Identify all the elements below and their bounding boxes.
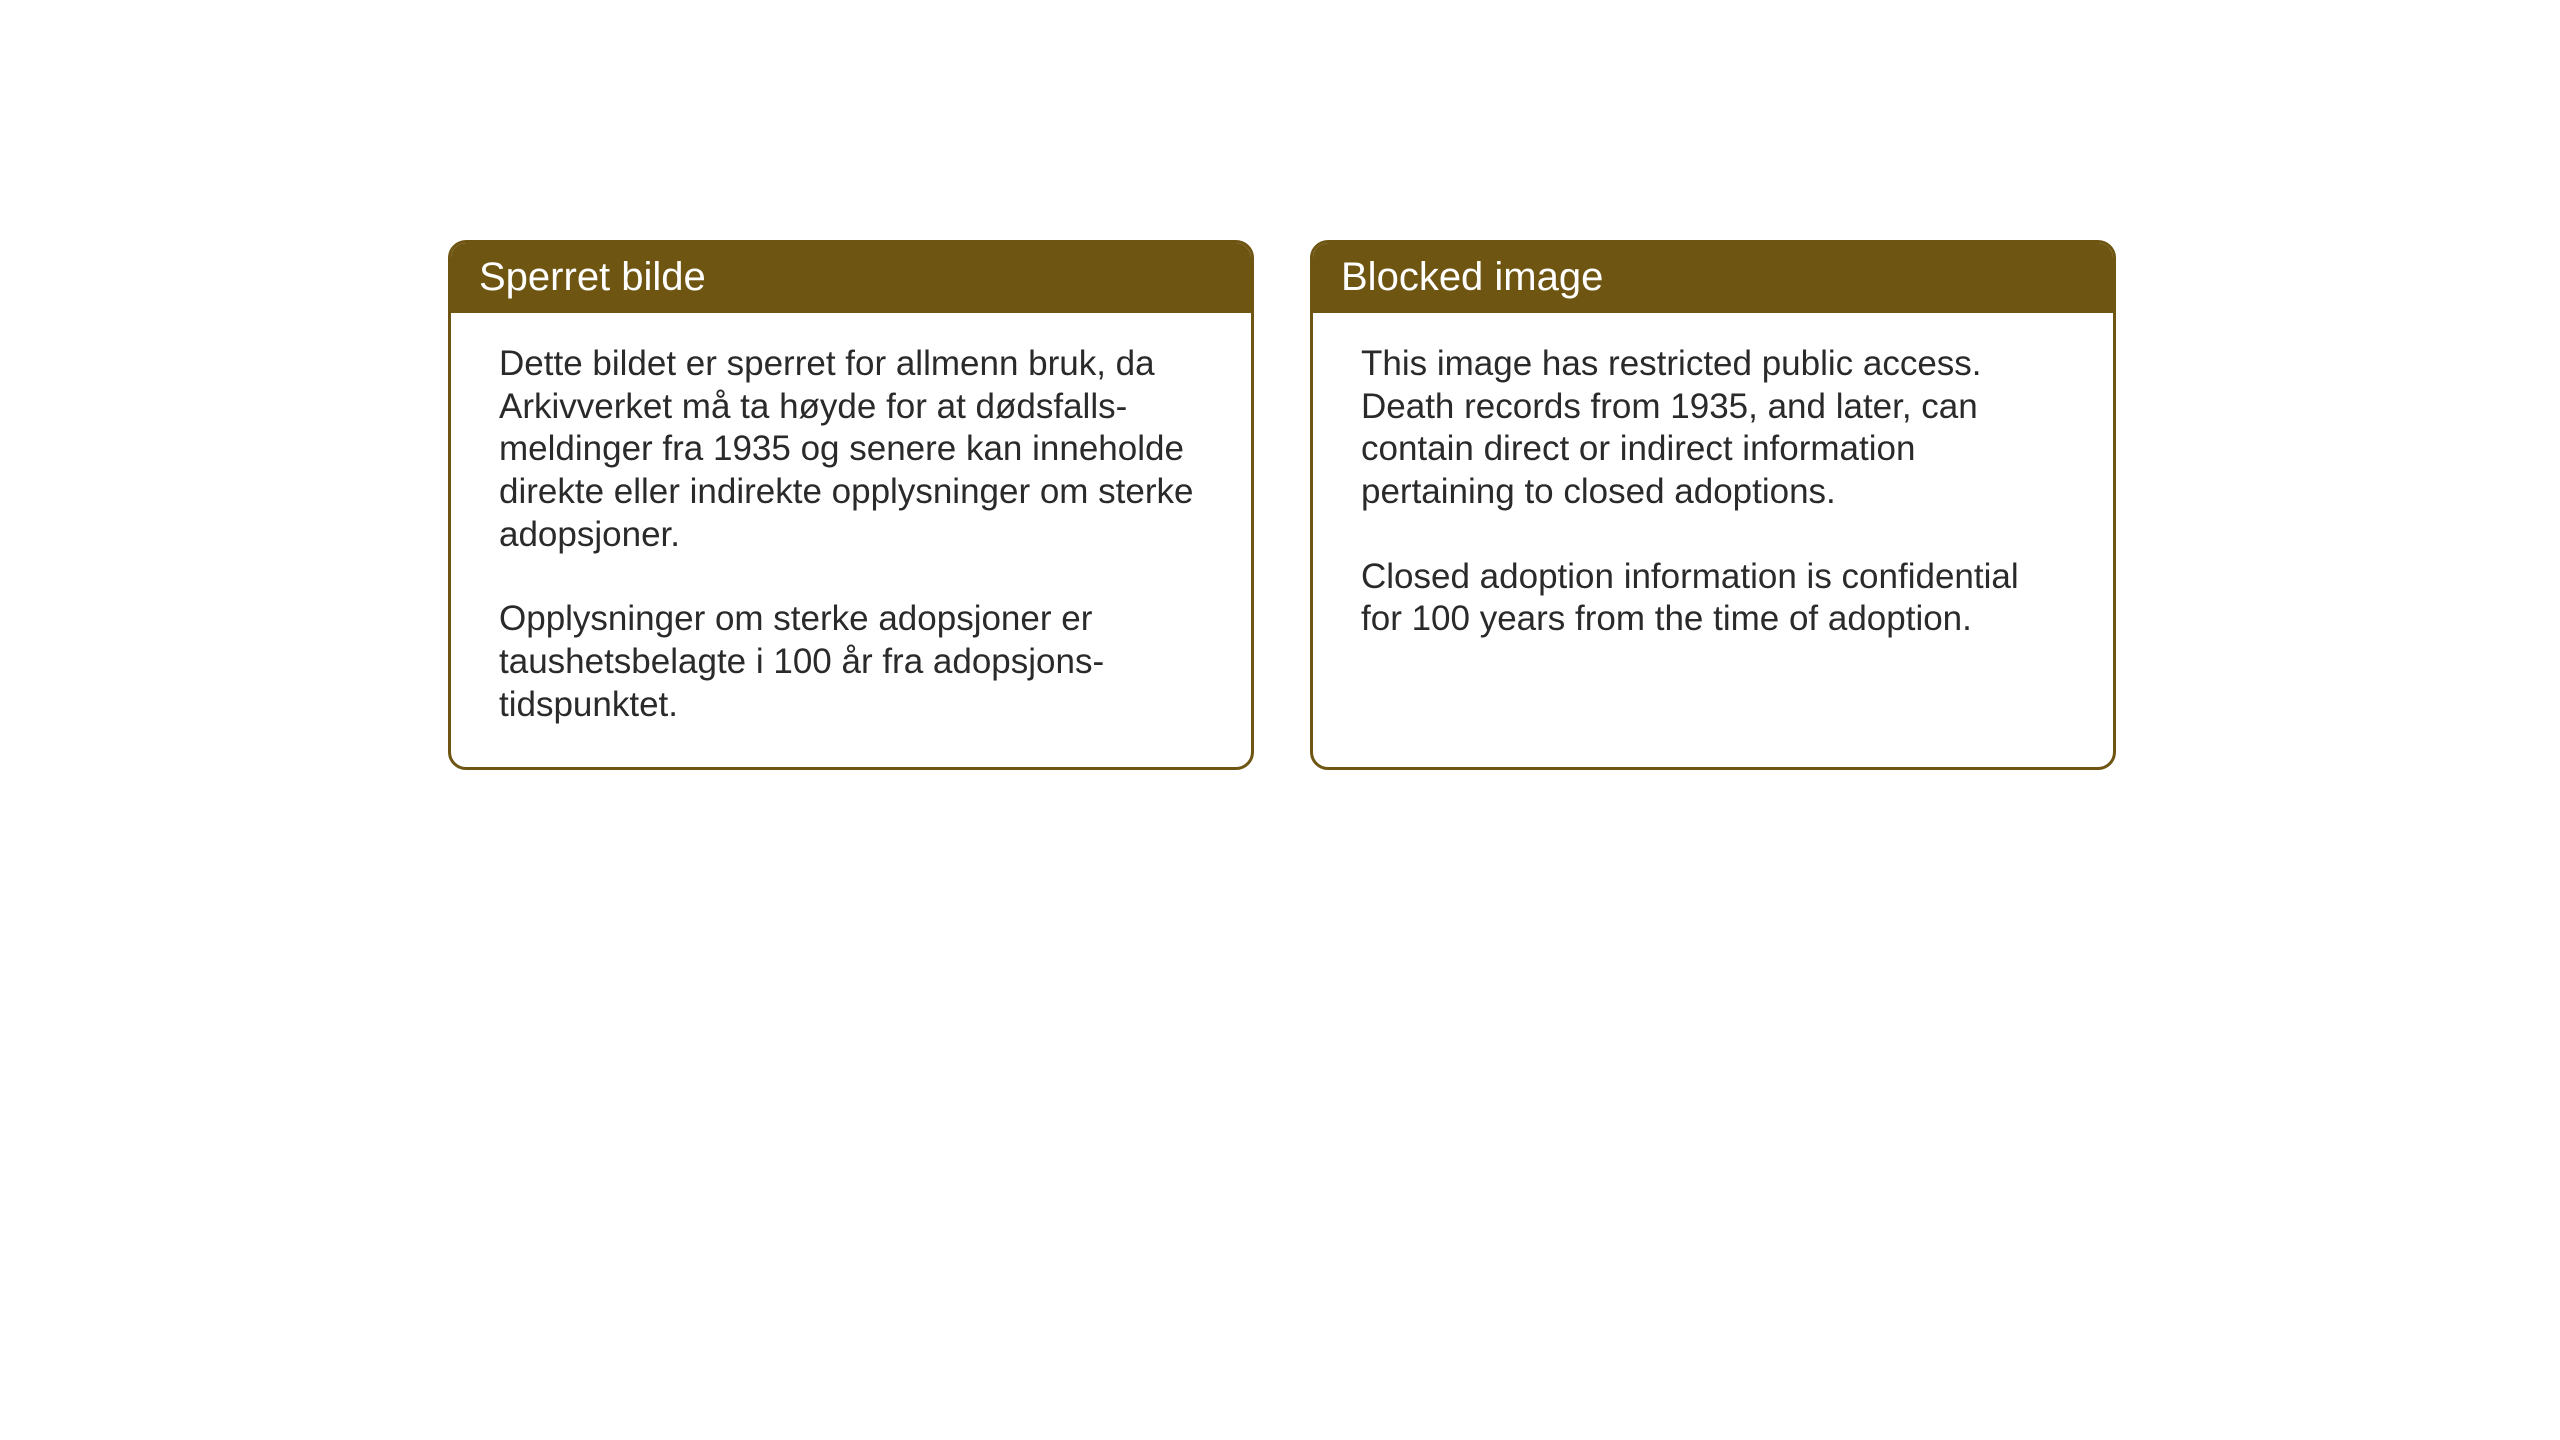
notice-container: Sperret bilde Dette bildet er sperret fo… [448, 240, 2116, 770]
notice-card-norwegian: Sperret bilde Dette bildet er sperret fo… [448, 240, 1254, 770]
card-header-norwegian: Sperret bilde [451, 243, 1251, 313]
card-body-norwegian: Dette bildet er sperret for allmenn bruk… [451, 313, 1251, 767]
card-header-english: Blocked image [1313, 243, 2113, 313]
notice-paragraph: Dette bildet er sperret for allmenn bruk… [499, 343, 1203, 556]
notice-paragraph: Closed adoption information is confident… [1361, 556, 2065, 641]
notice-paragraph: Opplysninger om sterke adopsjoner er tau… [499, 598, 1203, 726]
notice-paragraph: This image has restricted public access.… [1361, 343, 2065, 514]
notice-card-english: Blocked image This image has restricted … [1310, 240, 2116, 770]
card-body-english: This image has restricted public access.… [1313, 313, 2113, 761]
